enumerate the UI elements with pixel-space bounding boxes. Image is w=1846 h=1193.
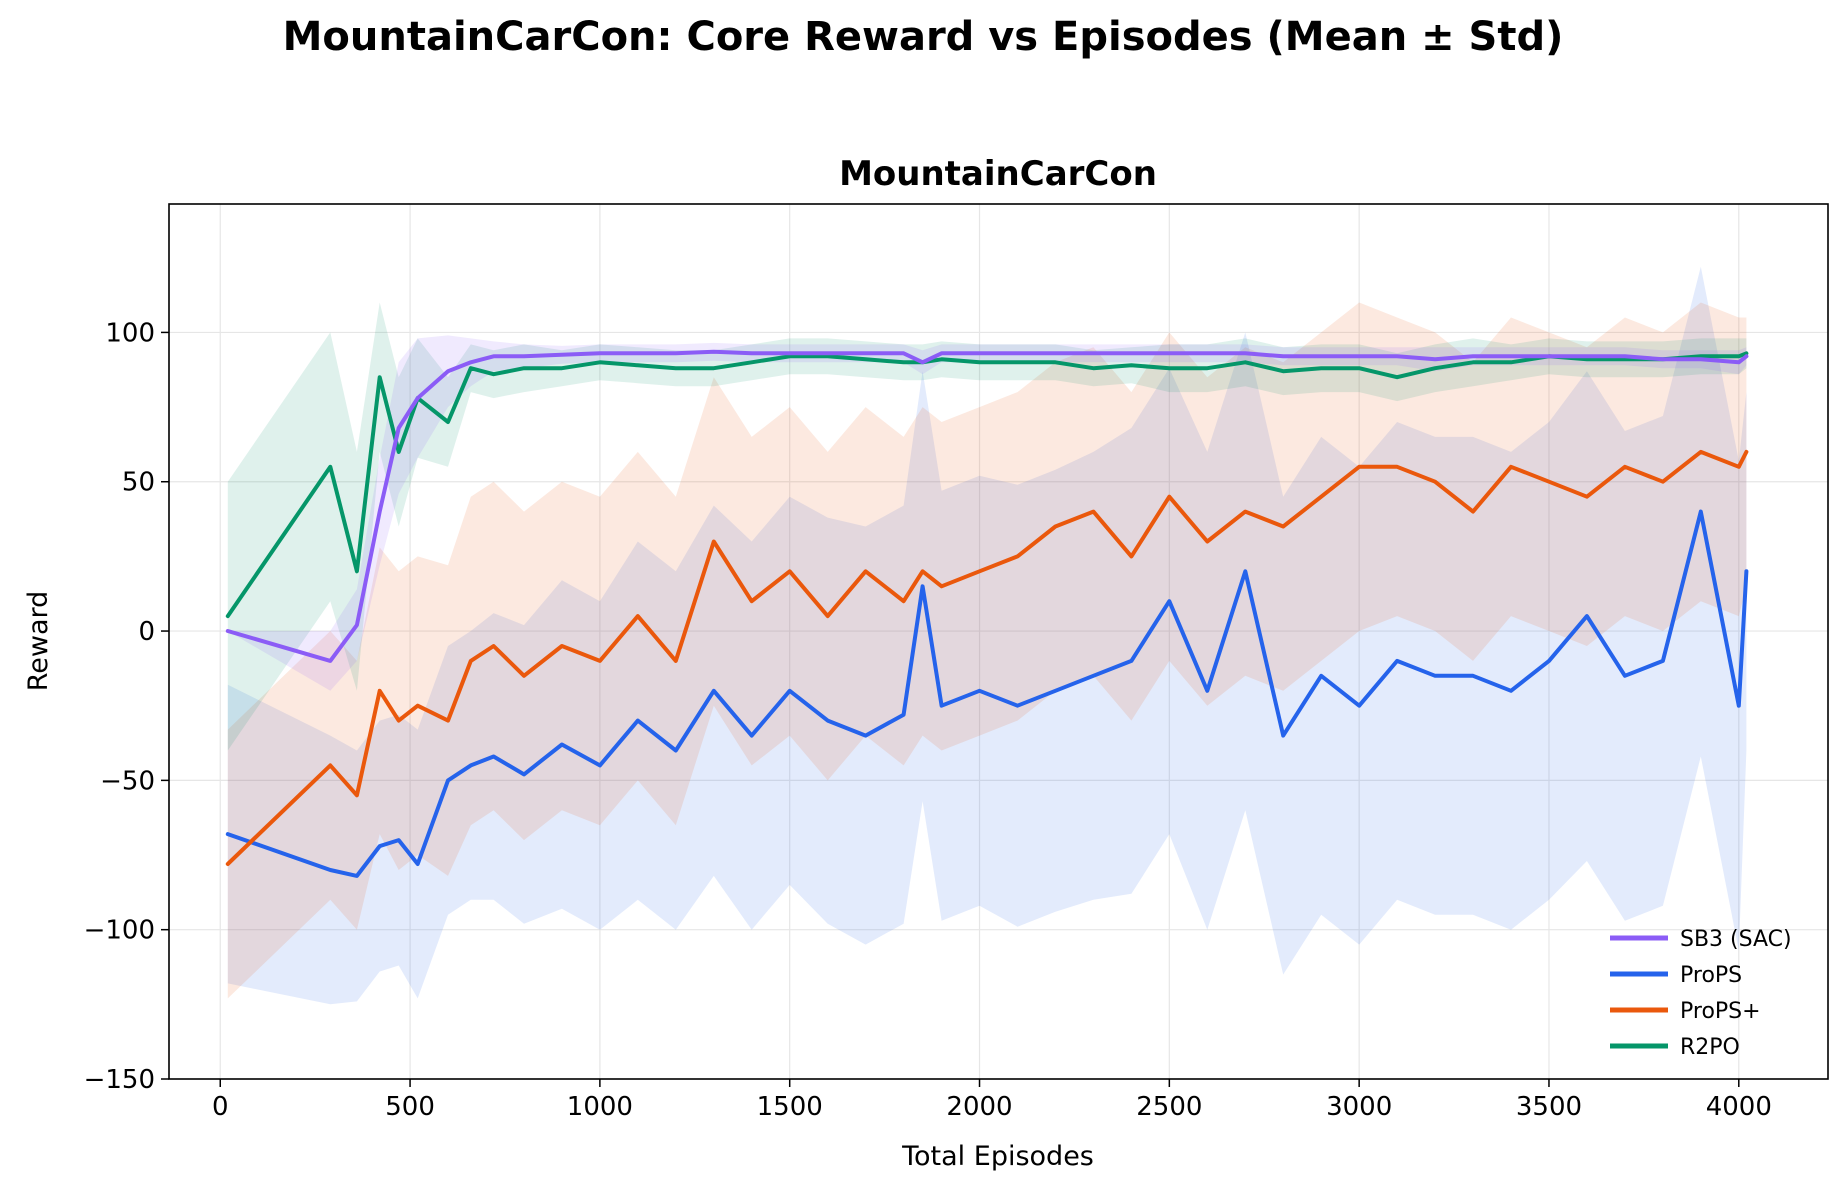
x-tick-label: 3000 xyxy=(1326,1092,1392,1122)
x-tick-label: 0 xyxy=(212,1092,229,1122)
legend-label-props: ProPS+ xyxy=(1680,999,1761,1024)
r2po-line xyxy=(225,351,1749,619)
x-tick-label: 500 xyxy=(385,1092,435,1122)
legend-label-props: ProPS xyxy=(1680,963,1742,988)
series-lines xyxy=(225,349,1749,878)
y-tick-label: 50 xyxy=(122,468,155,498)
x-tick-label: 2000 xyxy=(946,1092,1012,1122)
y-tick-label: 0 xyxy=(138,617,155,647)
y-tick-label: 100 xyxy=(105,318,155,348)
y-axis-label: Reward xyxy=(23,591,54,692)
figure-suptitle: MountainCarCon: Core Reward vs Episodes … xyxy=(282,14,1564,60)
y-axis-ticks: −150 −100 −50 0 50 100 xyxy=(84,318,169,1095)
props-line xyxy=(225,509,1749,878)
plot-frame xyxy=(168,203,1829,1080)
y-tick-label: −100 xyxy=(84,916,155,946)
x-tick-label: 1500 xyxy=(757,1092,823,1122)
props-std-band xyxy=(227,266,1747,1005)
y-tick-label: −150 xyxy=(84,1065,155,1095)
x-tick-label: 3500 xyxy=(1516,1092,1582,1122)
chart-title: MountainCarCon xyxy=(839,154,1157,194)
x-tick-label: 1000 xyxy=(567,1092,633,1122)
x-tick-label: 2500 xyxy=(1136,1092,1202,1122)
sb3-sac-line xyxy=(225,349,1749,663)
x-axis-label: Total Episodes xyxy=(901,1141,1094,1172)
r2po-std-band xyxy=(227,302,1747,751)
props-line xyxy=(225,449,1749,866)
x-tick-label: 4000 xyxy=(1706,1092,1772,1122)
legend-label-sb3-sac: SB3 (SAC) xyxy=(1680,927,1792,952)
legend: SB3 (SAC) ProPS ProPS+ R2PO xyxy=(1610,927,1792,1060)
props-std-band xyxy=(227,302,1747,999)
x-axis-ticks: 0 500 1000 1500 2000 2500 3000 3500 4000 xyxy=(212,1079,1772,1122)
legend-label-r2po: R2PO xyxy=(1680,1035,1740,1060)
y-tick-label: −50 xyxy=(100,766,155,796)
std-bands xyxy=(227,266,1747,1005)
